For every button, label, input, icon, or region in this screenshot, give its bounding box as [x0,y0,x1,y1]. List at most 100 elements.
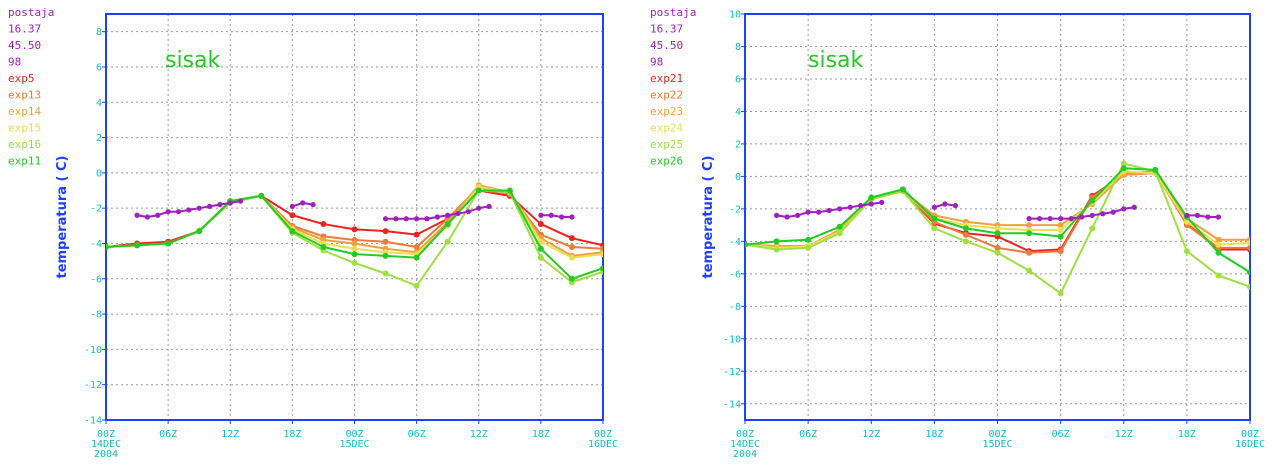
station-point [837,206,842,211]
series-point [538,221,544,227]
y-tick-label: 10 [729,10,741,21]
station-point [134,213,139,218]
series-point [1152,167,1158,173]
legend-entry: exp16 [8,138,41,151]
y-axis-label: temperatura ( C) [701,155,716,278]
station-point [1026,216,1031,221]
x-tick-label: 18Z [1178,429,1196,440]
series-point [742,242,748,248]
series-point [320,221,326,227]
station-point [228,200,233,205]
station-point [383,216,388,221]
legend: postaja16.3745.5098exp5exp13exp14exp15ex… [8,6,54,168]
series-point [134,242,140,248]
x-tick-label: 12Z [221,429,239,440]
series-point [1026,250,1032,256]
x-tick-label: 16DEC [588,439,618,450]
series-point [1247,240,1253,246]
station-point [166,209,171,214]
y-tick-label: -6 [90,274,102,285]
chart-title: sisak [165,48,221,73]
y-tick-label: -10 [84,345,102,356]
series-point [963,225,969,231]
series-point [476,188,482,194]
legend-header-entry: postaja [8,6,54,19]
series-point [868,195,874,201]
series-point [414,283,420,289]
x-tick-label: 18Z [283,429,301,440]
y-tick-label: 8 [735,42,741,53]
y-tick-label: 6 [96,62,102,73]
station-point [476,206,481,211]
series-point [805,245,811,251]
series-point [1026,268,1032,274]
legend-header-entry: 16.37 [8,23,41,36]
series-point [352,260,358,266]
station-point [186,207,191,212]
series-point [1215,272,1221,278]
station-point [445,213,450,218]
series-point [900,186,906,192]
legend-entry: exp15 [8,122,41,135]
series-point [569,244,575,250]
series-point [963,238,969,244]
x-tick-label: 12Z [862,429,880,440]
station-point [1132,205,1137,210]
x-tick-label: 18Z [532,429,550,440]
station-point [1216,214,1221,219]
station-point [1058,216,1063,221]
x-tick-label: 06Z [799,429,817,440]
series-point [445,221,451,227]
series-point [1058,233,1064,239]
series-point [931,216,937,222]
series-point [1058,290,1064,296]
series-point [383,253,389,259]
series-point [837,224,843,230]
y-tick-label: -2 [90,204,102,215]
y-tick-label: 0 [735,172,741,183]
station-point [300,200,305,205]
y-tick-label: 2 [735,139,741,150]
series-point [1026,230,1032,236]
station-point [942,201,947,206]
series-point [1121,165,1127,171]
legend-entry: exp23 [650,105,683,118]
station-point [145,214,150,219]
series-point [538,246,544,252]
station-point [879,200,884,205]
station-point [155,213,160,218]
station-point [1069,216,1074,221]
series-point [995,250,1001,256]
legend-header-entry: 45.50 [8,39,41,52]
legend-header-entry: 45.50 [650,39,683,52]
y-tick-label: -4 [90,239,102,250]
series-point [289,228,295,234]
station-point [869,201,874,206]
y-tick-label: -8 [90,310,102,321]
series-point [774,246,780,252]
station-point [197,206,202,211]
y-tick-label: -4 [729,237,741,248]
station-point [487,204,492,209]
y-tick-label: -12 [84,380,102,391]
station-point [1205,214,1210,219]
legend-entry: exp22 [650,89,683,102]
x-tick-label: 06Z [1052,429,1070,440]
station-point [1048,216,1053,221]
legend-entry: exp21 [650,72,683,85]
station-point [466,209,471,214]
series-point [569,255,575,261]
y-tick-label: 8 [96,27,102,38]
station-point [424,216,429,221]
x-tick-label: 06Z [159,429,177,440]
station-point [827,208,832,213]
station-point [1037,216,1042,221]
legend-header-entry: postaja [650,6,696,19]
y-tick-label: -10 [723,334,741,345]
series-point [931,225,937,231]
x-tick-label: 15DEC [982,439,1012,450]
legend-entry: exp14 [8,105,41,118]
station-point [176,209,181,214]
x-tick-label: 12Z [1115,429,1133,440]
